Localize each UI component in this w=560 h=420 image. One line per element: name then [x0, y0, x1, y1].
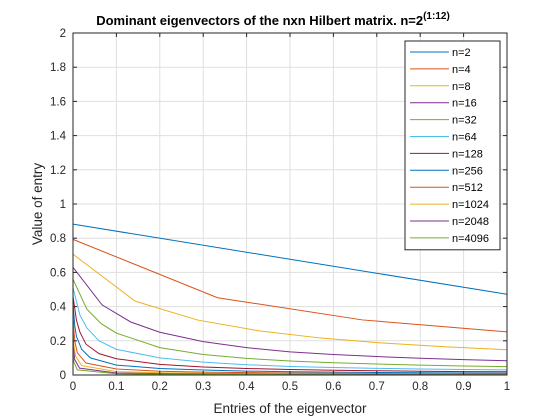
x-tick-label: 0.1	[108, 381, 124, 393]
legend-label: n=8	[452, 81, 471, 93]
series-line-n-256	[72, 303, 508, 374]
x-tick-label: 0.7	[369, 381, 385, 393]
x-tick-label: 0.9	[456, 381, 472, 393]
y-tick-label: 1.6	[50, 96, 66, 108]
legend-label: n=32	[452, 115, 477, 127]
legend-label: n=128	[452, 148, 483, 160]
y-axis-label: Value of entry	[30, 163, 45, 246]
y-tick-label: 2	[60, 28, 66, 40]
y-tick-label: 0.8	[50, 233, 66, 245]
axes	[72, 32, 508, 376]
series-line-n-8	[72, 253, 508, 351]
x-tick-label: 0.6	[325, 381, 341, 393]
y-tick-label: 1.2	[50, 165, 66, 177]
chart-title: Dominant eigenvectors of the nxn Hilbert…	[96, 11, 450, 28]
series-line-n-64	[72, 287, 508, 371]
y-tick-label: 1.4	[50, 131, 67, 143]
y-tick-label: 0.6	[50, 267, 66, 279]
tick-labels: 0 0.1 0.2 0.3 0.4 0.5 0.6 0.7 0.8 0.9 1 0 0.2 0.4 0.6 0…	[50, 28, 510, 393]
y-tick-label: 1	[60, 199, 66, 211]
legend-label: n=16	[452, 98, 477, 110]
legend-label: n=256	[452, 165, 483, 177]
legend: n=2 n=4 n=8 n=16 n=32 n=64 n=128 n=256 n=512 n=10…	[404, 40, 501, 251]
series-line-n-4	[72, 238, 508, 333]
legend-label: n=2048	[452, 216, 489, 228]
legend-box	[404, 40, 501, 251]
y-tick-label: 0.2	[50, 336, 66, 348]
x-tick-label: 0.2	[152, 381, 168, 393]
axes-box	[72, 32, 508, 376]
series-line-n-16	[72, 266, 508, 362]
legend-label: n=2	[452, 47, 471, 59]
legend-label: n=4096	[452, 233, 489, 245]
x-tick-label: 0	[70, 381, 76, 393]
series-line-n-32	[72, 279, 508, 368]
y-tick-label: 0	[60, 370, 66, 382]
x-tick-label: 0.4	[239, 381, 256, 393]
legend-label: n=512	[452, 182, 483, 194]
series-line-n-2	[72, 223, 508, 295]
series-line-n-128	[72, 296, 508, 373]
x-axis-label: Entries of the eigenvector	[213, 401, 367, 416]
y-tick-label: 0.4	[50, 302, 67, 314]
x-tick-label: 1	[504, 381, 510, 393]
x-tick-label: 0.8	[412, 381, 428, 393]
x-tick-label: 0.3	[195, 381, 211, 393]
legend-label: n=64	[452, 132, 477, 144]
x-tick-label: 0.5	[282, 381, 298, 393]
legend-label: n=1024	[452, 199, 489, 211]
y-tick-label: 1.8	[50, 62, 66, 74]
legend-label: n=4	[452, 64, 471, 76]
